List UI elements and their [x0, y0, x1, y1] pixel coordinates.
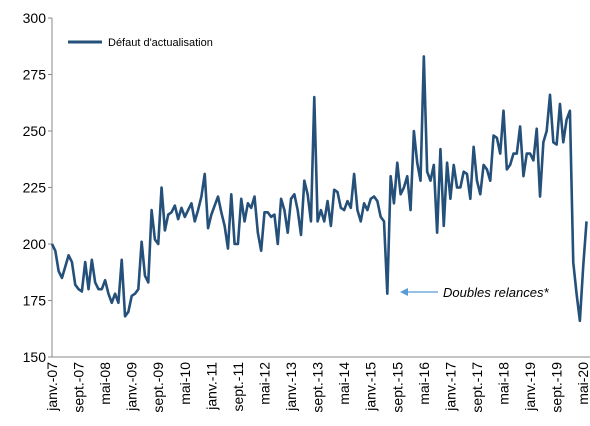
y-tick-label: 200 [23, 236, 47, 252]
annotation-arrowhead [400, 288, 408, 296]
x-tick-label: mai-16 [416, 362, 432, 405]
data-line [50, 55, 588, 323]
x-tick-label: janv.-13 [283, 362, 299, 412]
x-tick-label: sept.-07 [71, 362, 87, 413]
x-tick-label: sept.-09 [150, 362, 166, 413]
x-tick-label: sept.-19 [549, 362, 565, 413]
x-tick-label: mai-14 [336, 362, 352, 405]
legend-label: Défaut d'actualisation [108, 37, 213, 49]
x-tick-label: sept.-17 [469, 362, 485, 413]
y-tick-label: 175 [23, 293, 47, 309]
y-tick-label: 250 [23, 123, 47, 139]
y-tick-label: 225 [23, 180, 47, 196]
y-tick-label: 300 [23, 10, 47, 26]
x-tick-label: mai-10 [177, 362, 193, 405]
x-tick-label: sept.-15 [389, 362, 405, 413]
x-tick-label: janv.-17 [442, 362, 458, 412]
x-tick-label: mai-18 [496, 362, 512, 405]
x-tick-label: mai-20 [575, 362, 590, 405]
x-tick-label: janv.-09 [124, 362, 140, 412]
annotation: Doubles relances* [443, 285, 549, 300]
x-tick-label: sept.-11 [230, 362, 246, 412]
x-tick-label: janv.-07 [44, 362, 60, 412]
x-tick-label: sept.-13 [310, 362, 326, 413]
y-tick-label: 275 [23, 67, 47, 83]
x-tick-label: mai-12 [256, 362, 272, 405]
x-tick-label: janv.-15 [363, 362, 379, 412]
x-tick-label: mai-08 [97, 362, 113, 405]
x-tick-label: janv.-19 [522, 362, 538, 412]
y-tick-label: 150 [23, 349, 47, 365]
x-tick-label: janv.-11 [203, 362, 219, 411]
